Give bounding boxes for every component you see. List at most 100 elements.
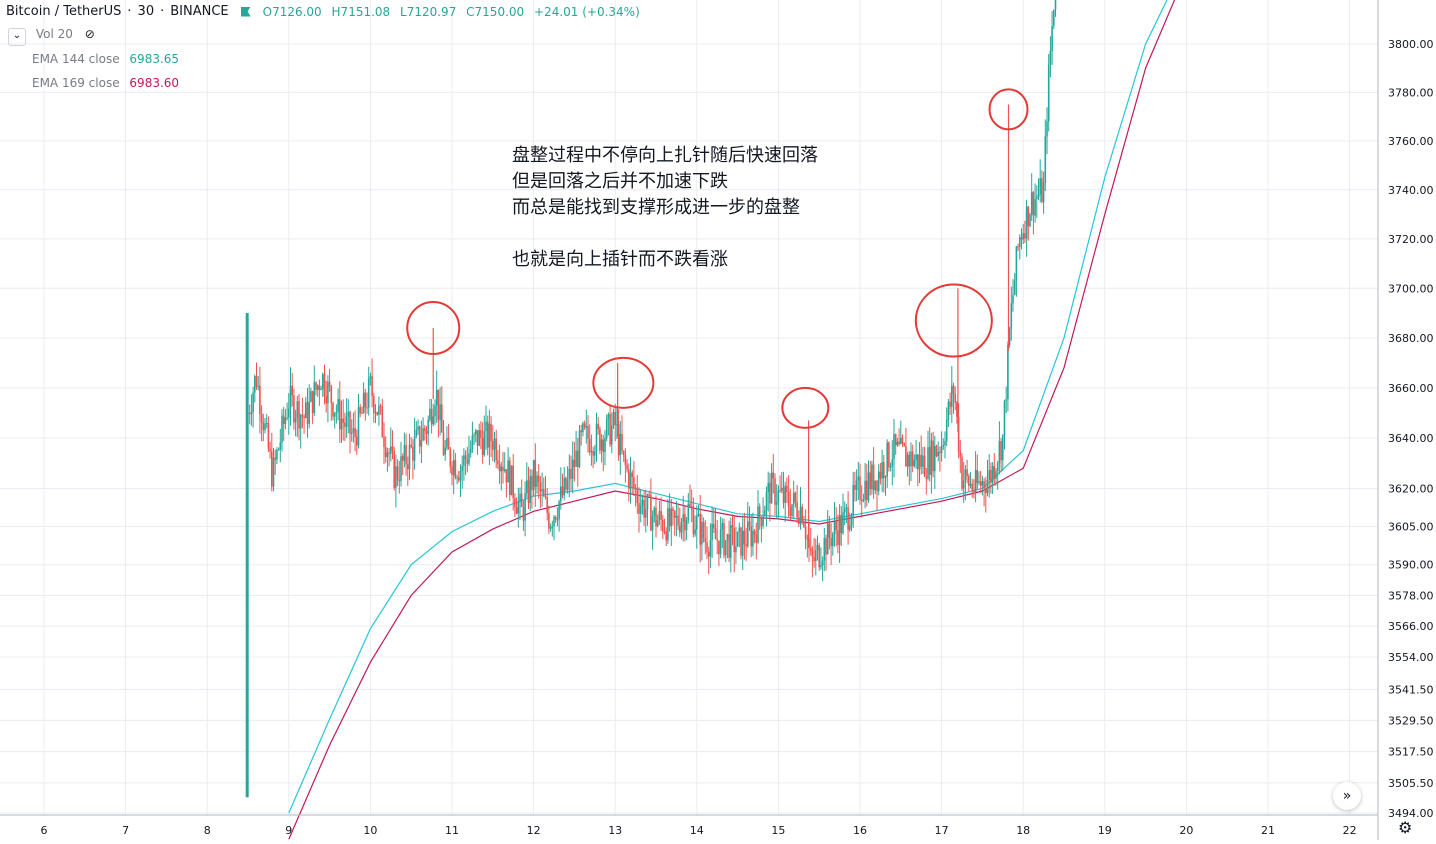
candle-body (952, 385, 955, 395)
high-value: H7151.08 (331, 4, 391, 19)
candle-body (687, 503, 690, 520)
candle-body (757, 506, 759, 543)
candle-body (692, 509, 695, 535)
candle-body (526, 480, 528, 494)
volume-label[interactable]: Vol 20 (35, 27, 73, 41)
candle-body (303, 416, 305, 418)
candle-body (454, 460, 457, 478)
candle-body (696, 515, 698, 530)
candle-body (315, 382, 317, 390)
candle-body (503, 469, 506, 471)
candle-body (602, 439, 605, 453)
gear-icon[interactable]: ⚙ (1398, 818, 1413, 837)
price-tick-label: 3566.00 (1388, 620, 1434, 633)
candle-body (864, 480, 866, 500)
candle-body (408, 444, 411, 470)
candle-body (679, 525, 681, 533)
candle-body (456, 477, 458, 479)
candle-body (828, 523, 831, 538)
candle-body (806, 538, 809, 540)
candle-body (752, 530, 754, 547)
candle-body (911, 451, 914, 467)
candle-body (690, 506, 693, 510)
candle-body (918, 454, 921, 470)
candle-body (648, 494, 650, 496)
candle-body (774, 478, 776, 505)
price-tick-label: 3505.50 (1388, 777, 1434, 790)
candle-body (612, 411, 615, 426)
candle-body (906, 454, 909, 467)
candle-body (379, 405, 382, 407)
candle-body (335, 411, 338, 413)
candle-body (407, 464, 409, 470)
hidden-eye-icon[interactable]: ⊘ (84, 27, 95, 41)
candle-body (245, 313, 249, 798)
candle-body (964, 469, 967, 481)
candle-body (996, 463, 999, 472)
candle-body (840, 515, 843, 534)
candle-body (250, 412, 253, 415)
price-tick-label: 3605.00 (1388, 521, 1434, 534)
candle-body (316, 385, 319, 390)
candle-body (413, 436, 416, 461)
candle-body (991, 466, 994, 483)
ema144-legend[interactable]: EMA 144 close 6983.65 (32, 52, 179, 66)
candle-body (842, 512, 844, 534)
candle-body (367, 378, 370, 408)
ohlc-values: O7126.00 H7151.08 L7120.97 C7150.00 +24.… (263, 5, 646, 19)
price-tick-label: 3541.50 (1388, 683, 1434, 696)
candle-body (478, 430, 480, 446)
candle-body (364, 392, 367, 408)
candle-body (432, 416, 435, 425)
candle-body (658, 511, 661, 521)
candle-body (323, 374, 326, 397)
candle-body (857, 476, 860, 481)
candle-body (403, 444, 406, 461)
candle-body (514, 498, 516, 508)
scroll-to-realtime-button[interactable]: » (1333, 782, 1361, 810)
candle-body (981, 481, 984, 486)
collapse-icon[interactable]: ⌄ (8, 28, 26, 46)
chart-annotation[interactable]: 盘整过程中不停向上扎针随后快速回落 但是回落之后并不加速下跌 而总是能找到支撑形成进… (512, 143, 818, 273)
candle-body (968, 476, 970, 486)
candle-body (469, 448, 472, 454)
candle-body (289, 385, 292, 409)
candle-body (410, 444, 412, 447)
candle-body (923, 455, 926, 477)
candle-body (667, 508, 669, 541)
candle-body (849, 525, 851, 530)
candle-body (891, 458, 894, 467)
candle-body (1053, 9, 1055, 27)
candle-body (558, 501, 560, 520)
symbol-title[interactable]: Bitcoin / TetherUS (6, 4, 122, 19)
header-sep: · (127, 4, 132, 19)
candle-body (422, 428, 424, 441)
candle-body (466, 459, 469, 464)
candle-body (361, 412, 363, 414)
annotation-line: 盘整过程中不停向上扎针随后快速回落 (512, 145, 818, 166)
candle-body (837, 530, 839, 545)
candle-body (401, 456, 404, 461)
price-tick-label: 3640.00 (1388, 432, 1434, 445)
spike-highlight-circle (914, 283, 993, 358)
candle-body (369, 376, 372, 379)
candle-body (656, 520, 659, 527)
interval-label[interactable]: 30 (137, 4, 155, 19)
candle-body (707, 552, 710, 557)
candle-body (636, 489, 639, 503)
candle-body (986, 480, 989, 494)
candle-body (650, 494, 652, 531)
chart-header: Bitcoin / TetherUS · 30 · BINANCE O7126.… (6, 4, 646, 19)
candle-body (1003, 400, 1006, 436)
candle-body (782, 487, 785, 503)
candle-body (267, 423, 270, 449)
candle-body (711, 523, 713, 541)
price-axis[interactable]: 3800.00 3780.00 3760.00 3740.00 3720.00 3700.… (1377, 0, 1434, 840)
ema169-legend[interactable]: EMA 169 close 6983.60 (32, 76, 179, 90)
candle-body (560, 486, 562, 502)
time-axis[interactable]: 6 7 8 9 10 11 12 13 14 15 16 17 18 19 20 21 22 (0, 814, 1378, 837)
candle-body (284, 417, 287, 425)
candle-body (755, 534, 758, 543)
